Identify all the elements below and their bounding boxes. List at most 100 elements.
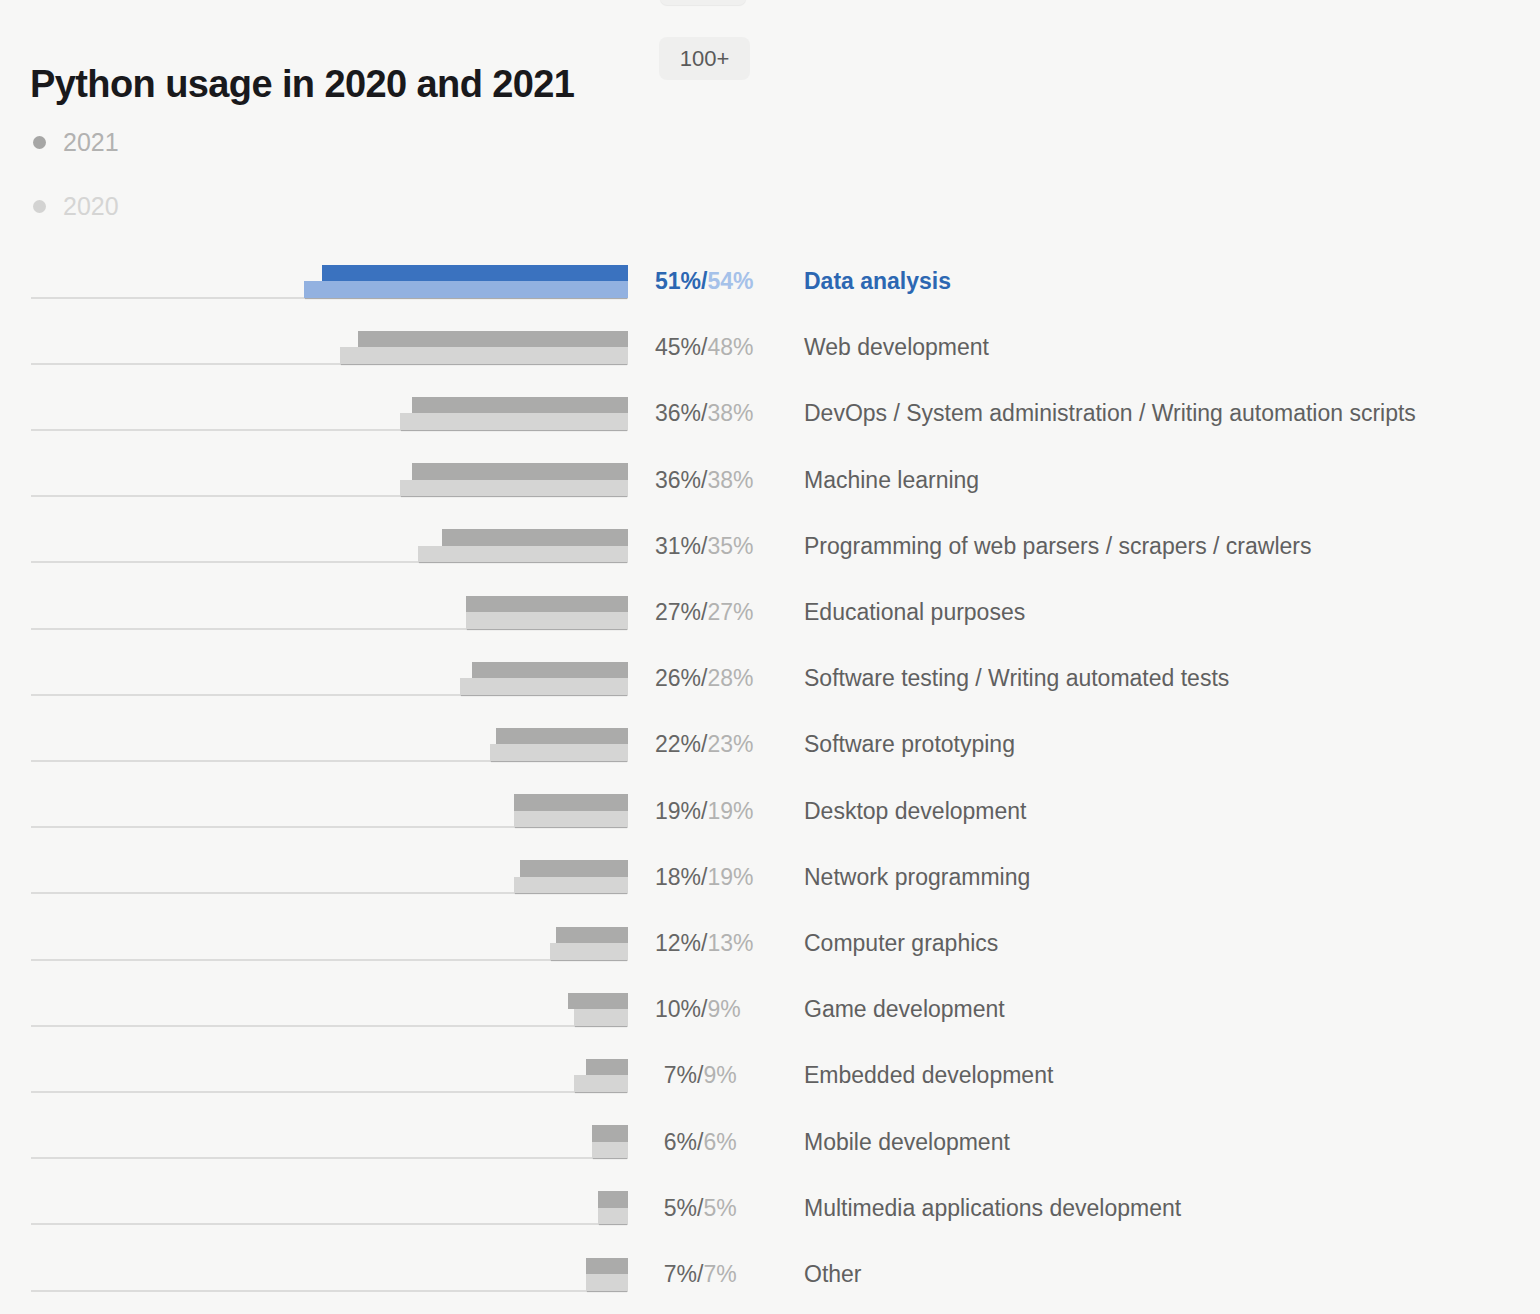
bar-2021[interactable] [412,463,628,480]
bar-2020[interactable] [514,811,628,828]
bar-2020[interactable] [466,612,628,629]
value-2020: 28% [707,665,753,692]
bar-2021[interactable] [556,927,628,944]
value-2021: 7% [655,1062,697,1089]
axis-baseline [31,1025,628,1027]
bar-2020[interactable] [514,877,628,894]
category-label: DevOps / System administration / Writing… [804,400,1416,427]
value-label: 12%/13% [655,930,753,957]
value-2021: 31% [655,532,701,559]
value-2021: 22% [655,731,701,758]
value-2021: 7% [655,1261,697,1288]
value-2020: 48% [707,334,753,361]
value-2020: 54% [707,268,753,295]
bar-2020[interactable] [400,413,628,430]
bar-2021[interactable] [412,397,628,414]
bar-2020[interactable] [598,1208,628,1225]
bar-2020[interactable] [586,1274,628,1291]
value-2021: 45% [655,334,701,361]
value-2021: 18% [655,863,701,890]
bar-2021[interactable] [520,860,628,877]
axis-baseline [31,1157,628,1159]
bar-2021[interactable] [466,596,628,613]
chart-row: 22%/23%Software prototyping [0,728,1540,761]
chart-row: 18%/19%Network programming [0,860,1540,893]
value-label: 27%/27% [655,599,753,626]
category-label: Mobile development [804,1128,1010,1155]
bar-2021[interactable] [598,1191,628,1208]
value-2021: 27% [655,599,701,626]
chart-row: 7%/9% Embedded development [0,1059,1540,1092]
value-2021: 51% [655,268,701,295]
bar-2021[interactable] [442,529,628,546]
bar-2020[interactable] [574,1009,628,1026]
value-2020: 35% [707,532,753,559]
value-2021: 26% [655,665,701,692]
category-label: Educational purposes [804,599,1025,626]
value-2021: 19% [655,797,701,824]
value-label: 5%/5% [655,1194,737,1221]
value-label: 7%/7% [655,1261,737,1288]
bar-2021[interactable] [358,331,628,348]
value-2021: 36% [655,466,701,493]
value-label: 31%/35% [655,532,753,559]
bar-2021[interactable] [592,1125,628,1142]
value-label: 22%/23% [655,731,753,758]
chart-row: 6%/6%Mobile development [0,1125,1540,1158]
chart-row: 51%/54% Data analysis [0,265,1540,298]
chart-row: 45%/48%Web development [0,331,1540,364]
python-usage-chart: Python usage in 2020 and 2021 100+ 2021 … [0,0,1540,1314]
value-2020: 9% [703,1062,736,1089]
value-label: 19%/19% [655,797,753,824]
value-2020: 6% [703,1128,736,1155]
chart-row: 12%/13% Computer graphics [0,927,1540,960]
chart-row: 26%/28% Software testing / Writing automa… [0,662,1540,695]
bar-2020[interactable] [400,480,628,497]
value-2021: 6% [655,1128,697,1155]
chart-row: 36%/38% DevOps / System administration / … [0,397,1540,430]
value-label: 7%/9% [655,1062,737,1089]
category-label: Data analysis [804,268,951,295]
category-label: Embedded development [804,1062,1053,1089]
value-2020: 27% [707,599,753,626]
category-label: Machine learning [804,466,979,493]
bar-2020[interactable] [592,1142,628,1159]
chart-row: 7%/7%Other [0,1258,1540,1291]
bar-2021[interactable] [472,662,628,679]
value-2020: 19% [707,797,753,824]
value-label: 36%/38% [655,466,753,493]
bar-2020[interactable] [418,546,628,563]
chart-row: 27%/27% Educational purposes [0,596,1540,629]
bar-2020[interactable] [340,347,628,364]
value-2020: 38% [707,466,753,493]
value-2021: 36% [655,400,701,427]
chart-row: 5%/5%Multimedia applications development [0,1191,1540,1224]
bar-2020[interactable] [550,943,628,960]
value-2021: 10% [655,996,701,1023]
value-2020: 13% [707,930,753,957]
chart-row: 19%/19% Desktop development [0,794,1540,827]
bar-2021[interactable] [568,993,628,1010]
value-label: 26%/28% [655,665,753,692]
value-label: 51%/54% [655,268,753,295]
value-2021: 12% [655,930,701,957]
value-2020: 9% [707,996,740,1023]
bar-2020[interactable] [304,281,628,298]
category-label: Network programming [804,863,1030,890]
category-label: Computer graphics [804,930,998,957]
category-label: Desktop development [804,797,1026,824]
category-label: Software testing / Writing automated tes… [804,665,1229,692]
bar-2020[interactable] [460,678,628,695]
bar-2021[interactable] [322,265,628,282]
bar-2021[interactable] [514,794,628,811]
bar-2021[interactable] [496,728,628,745]
bar-2021[interactable] [586,1258,628,1275]
axis-baseline [31,1091,628,1093]
value-2020: 7% [703,1261,736,1288]
bar-2020[interactable] [490,744,628,761]
value-label: 36%/38% [655,400,753,427]
axis-baseline [31,1223,628,1225]
bar-2021[interactable] [586,1059,628,1076]
bar-2020[interactable] [574,1075,628,1092]
value-2020: 5% [703,1194,736,1221]
